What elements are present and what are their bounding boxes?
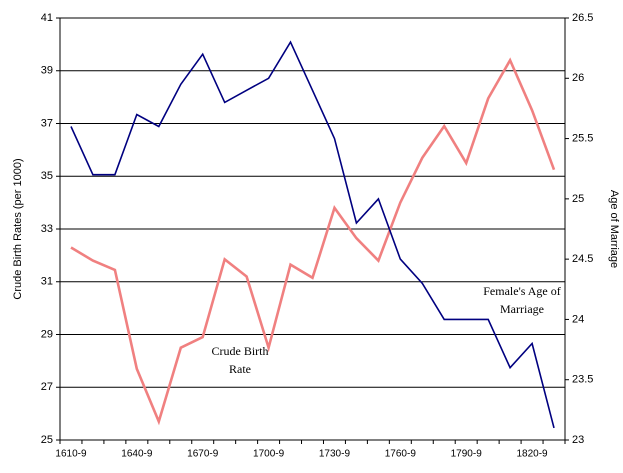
y2-tick-label: 24.5 <box>572 253 593 265</box>
y2-tick-label: 26 <box>572 72 584 84</box>
x-tick-label: 1670-9 <box>187 449 219 460</box>
x-tick-label: 1640-9 <box>121 449 153 460</box>
annotation: Marriage <box>500 302 544 316</box>
y-axis-label: Crude Birth Rates (per 1000) <box>12 158 24 299</box>
data-line <box>70 57 556 426</box>
x-tick-label: 1730-9 <box>319 449 351 460</box>
y-tick-label: 29 <box>41 328 53 340</box>
x-tick-label: 1610-9 <box>55 449 87 460</box>
y-tick-label: 35 <box>41 170 53 182</box>
y-tick-label: 27 <box>41 381 53 393</box>
annotation: Crude Birth <box>212 344 269 358</box>
y2-axis-label: Age of Marriage <box>608 190 620 268</box>
y2-tick-label: 25.5 <box>572 132 593 144</box>
y-tick-label: 41 <box>41 12 53 24</box>
y2-tick-label: 25 <box>572 193 584 205</box>
x-tick-label: 1790-9 <box>451 449 483 460</box>
y2-tick-label: 26.5 <box>572 12 593 24</box>
annotation: Rate <box>229 362 251 376</box>
y-tick-label: 31 <box>41 276 53 288</box>
y2-tick-label: 23 <box>572 434 584 446</box>
y-tick-label: 39 <box>41 65 53 77</box>
data-line <box>70 40 555 429</box>
y-tick-label: 33 <box>41 223 53 235</box>
x-tick-label: 1700-9 <box>253 449 285 460</box>
x-tick-label: 1820-9 <box>516 449 548 460</box>
y-tick-label: 25 <box>41 434 53 446</box>
y2-tick-label: 23.5 <box>572 374 593 386</box>
y-tick-label: 37 <box>41 117 53 129</box>
x-tick-label: 1760-9 <box>385 449 417 460</box>
y2-tick-label: 24 <box>572 313 584 325</box>
annotation: Female's Age of <box>483 284 560 298</box>
